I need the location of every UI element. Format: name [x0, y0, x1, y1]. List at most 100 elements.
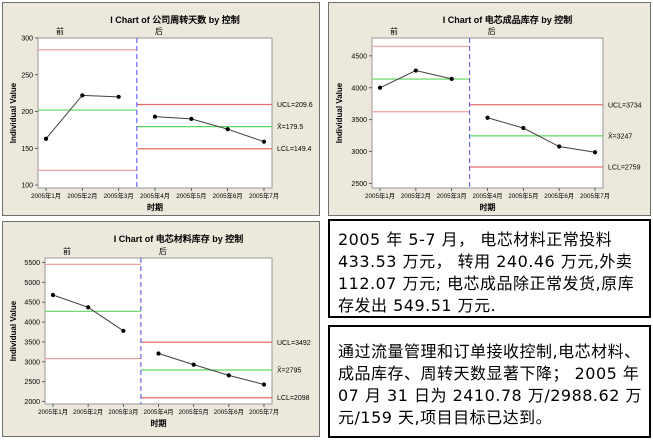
limit-label: UCL=3734	[608, 102, 642, 109]
y-tick-label: 300	[21, 36, 33, 43]
y-tick-label: 150	[21, 146, 33, 153]
control-chart-svg: 2000 2500 3000 3500 4000 4500 5000 5500 2005年1月 2…	[9, 233, 311, 428]
stage-label-after: 后	[159, 246, 167, 256]
x-tick-label: 2005年1月	[38, 407, 68, 416]
data-point	[50, 292, 56, 298]
y-tick-label: 100	[21, 183, 33, 190]
x-tick-label: 2005年2月	[73, 407, 103, 416]
stage-label-before: 前	[390, 26, 398, 36]
x-tick-label: 2005年1月	[365, 191, 395, 200]
data-point	[191, 362, 196, 367]
x-tick-label: 2005年5月	[179, 407, 209, 416]
stage-label-after: 后	[488, 26, 496, 36]
data-point	[485, 115, 490, 120]
chart-title: I Chart of 公司周转天数 by 控制	[110, 14, 240, 25]
x-axis-title: 时期	[151, 418, 167, 428]
limit-label: UCL=3492	[277, 340, 311, 347]
x-tick-label: 2005年3月	[108, 407, 138, 416]
data-point	[521, 125, 526, 131]
x-tick-label: 2005年3月	[437, 191, 467, 200]
limit-label: X̄=2795	[277, 366, 301, 374]
chart-title: I Chart of 电芯成品库存 by 控制	[443, 14, 573, 25]
data-point	[261, 139, 267, 144]
stage-label-after: 后	[155, 26, 163, 36]
summary-text-1: 2005 年 5-7 月， 电芯材料正常投料 433.53 万元， 转用 240…	[338, 230, 635, 315]
y-tick-label: 3000	[24, 359, 40, 366]
limit-label: X̄=179.5	[277, 123, 303, 131]
x-axis-title: 时期	[480, 202, 496, 212]
data-point	[377, 85, 383, 90]
chart-cell-material-inventory: 2000 2500 3000 3500 4000 4500 5000 5500 2005年1月 2…	[2, 221, 320, 437]
data-point	[121, 328, 126, 333]
data-point	[116, 94, 121, 99]
series-line	[158, 353, 265, 385]
limit-label: LCL=2098	[277, 395, 310, 402]
control-chart-svg: 2500 3000 3500 4000 4500 2005年1月 2005年2月 2005年3…	[335, 14, 642, 212]
x-tick-label: 2005年5月	[176, 191, 206, 200]
limit-label: LCL=149.4	[277, 146, 312, 153]
limit-label: UCL=209.6	[277, 102, 313, 109]
x-tick-label: 2005年6月	[214, 407, 244, 416]
y-tick-label: 250	[21, 72, 33, 79]
x-tick-label: 2005年7月	[249, 191, 279, 200]
x-tick-label: 2005年4月	[140, 191, 170, 200]
chart-title: I Chart of 电芯材料库存 by 控制	[114, 233, 244, 244]
y-tick-label: 2500	[24, 379, 40, 386]
chart-company-turnover-days: 100 150 200 250 300 2005年1月 2005年2月 2005年3月 2005…	[2, 2, 320, 216]
x-tick-label: 2005年7月	[249, 407, 279, 416]
x-tick-label: 2005年5月	[508, 191, 538, 200]
data-point	[261, 382, 267, 387]
x-tick-label: 2005年4月	[143, 407, 173, 416]
data-point	[152, 114, 158, 119]
y-tick-label: 4000	[24, 320, 40, 327]
series-line	[487, 117, 596, 153]
data-point	[86, 305, 91, 310]
x-tick-label: 2005年6月	[544, 191, 574, 200]
data-point	[226, 373, 231, 378]
data-point	[449, 76, 454, 81]
y-tick-label: 2500	[351, 181, 367, 188]
y-tick-label: 5000	[24, 280, 40, 287]
y-tick-label: 2000	[24, 399, 40, 406]
data-point	[189, 116, 194, 121]
y-axis-title: Individual Value	[9, 82, 18, 143]
y-tick-label: 4000	[351, 85, 367, 92]
x-tick-label: 2005年4月	[472, 191, 502, 200]
y-tick-label: 4500	[24, 300, 40, 307]
control-chart-svg: 100 150 200 250 300 2005年1月 2005年2月 2005年3月 2005…	[9, 14, 313, 212]
stage-label-before: 前	[56, 26, 64, 36]
x-tick-label: 2005年2月	[67, 191, 97, 200]
series-line	[154, 116, 265, 143]
x-tick-label: 2005年1月	[31, 191, 61, 200]
x-tick-label: 2005年6月	[213, 191, 243, 200]
data-point	[80, 93, 85, 98]
plot-area	[37, 37, 273, 189]
plot-area	[371, 37, 604, 189]
limit-label: X̄=3247	[608, 132, 632, 140]
data-point	[156, 351, 161, 356]
data-point	[592, 150, 598, 155]
data-point	[413, 68, 418, 73]
y-tick-label: 5500	[24, 260, 40, 267]
x-tick-label: 2005年3月	[104, 191, 134, 200]
x-tick-label: 2005年2月	[401, 191, 431, 200]
stage-label-before: 前	[63, 246, 71, 256]
chart-cell-finished-goods-inventory: 2500 3000 3500 4000 4500 2005年1月 2005年2月 2005年3…	[328, 2, 651, 216]
data-point	[43, 136, 49, 141]
y-tick-label: 3000	[351, 149, 367, 156]
y-tick-label: 200	[21, 109, 33, 116]
plot-area	[44, 257, 273, 405]
data-point	[557, 144, 562, 149]
summary-text-box-2: 通过流量管理和订单接收控制,电芯材料、成品库存、周转天数显著下降； 2005 年…	[328, 325, 651, 438]
summary-text-box-1: 2005 年 5-7 月， 电芯材料正常投料 433.53 万元， 转用 240…	[328, 219, 651, 318]
limit-label: LCL=2759	[608, 165, 641, 172]
x-tick-label: 2005年7月	[580, 191, 610, 200]
y-tick-label: 3500	[351, 117, 367, 124]
y-tick-label: 4500	[351, 53, 367, 60]
summary-text-2: 通过流量管理和订单接收控制,电芯材料、成品库存、周转天数显著下降； 2005 年…	[338, 342, 642, 427]
data-point	[225, 127, 230, 132]
y-axis-title: Individual Value	[335, 82, 344, 143]
y-tick-label: 3500	[24, 339, 40, 346]
x-axis-title: 时期	[147, 202, 163, 212]
y-axis-title: Individual Value	[9, 300, 18, 361]
